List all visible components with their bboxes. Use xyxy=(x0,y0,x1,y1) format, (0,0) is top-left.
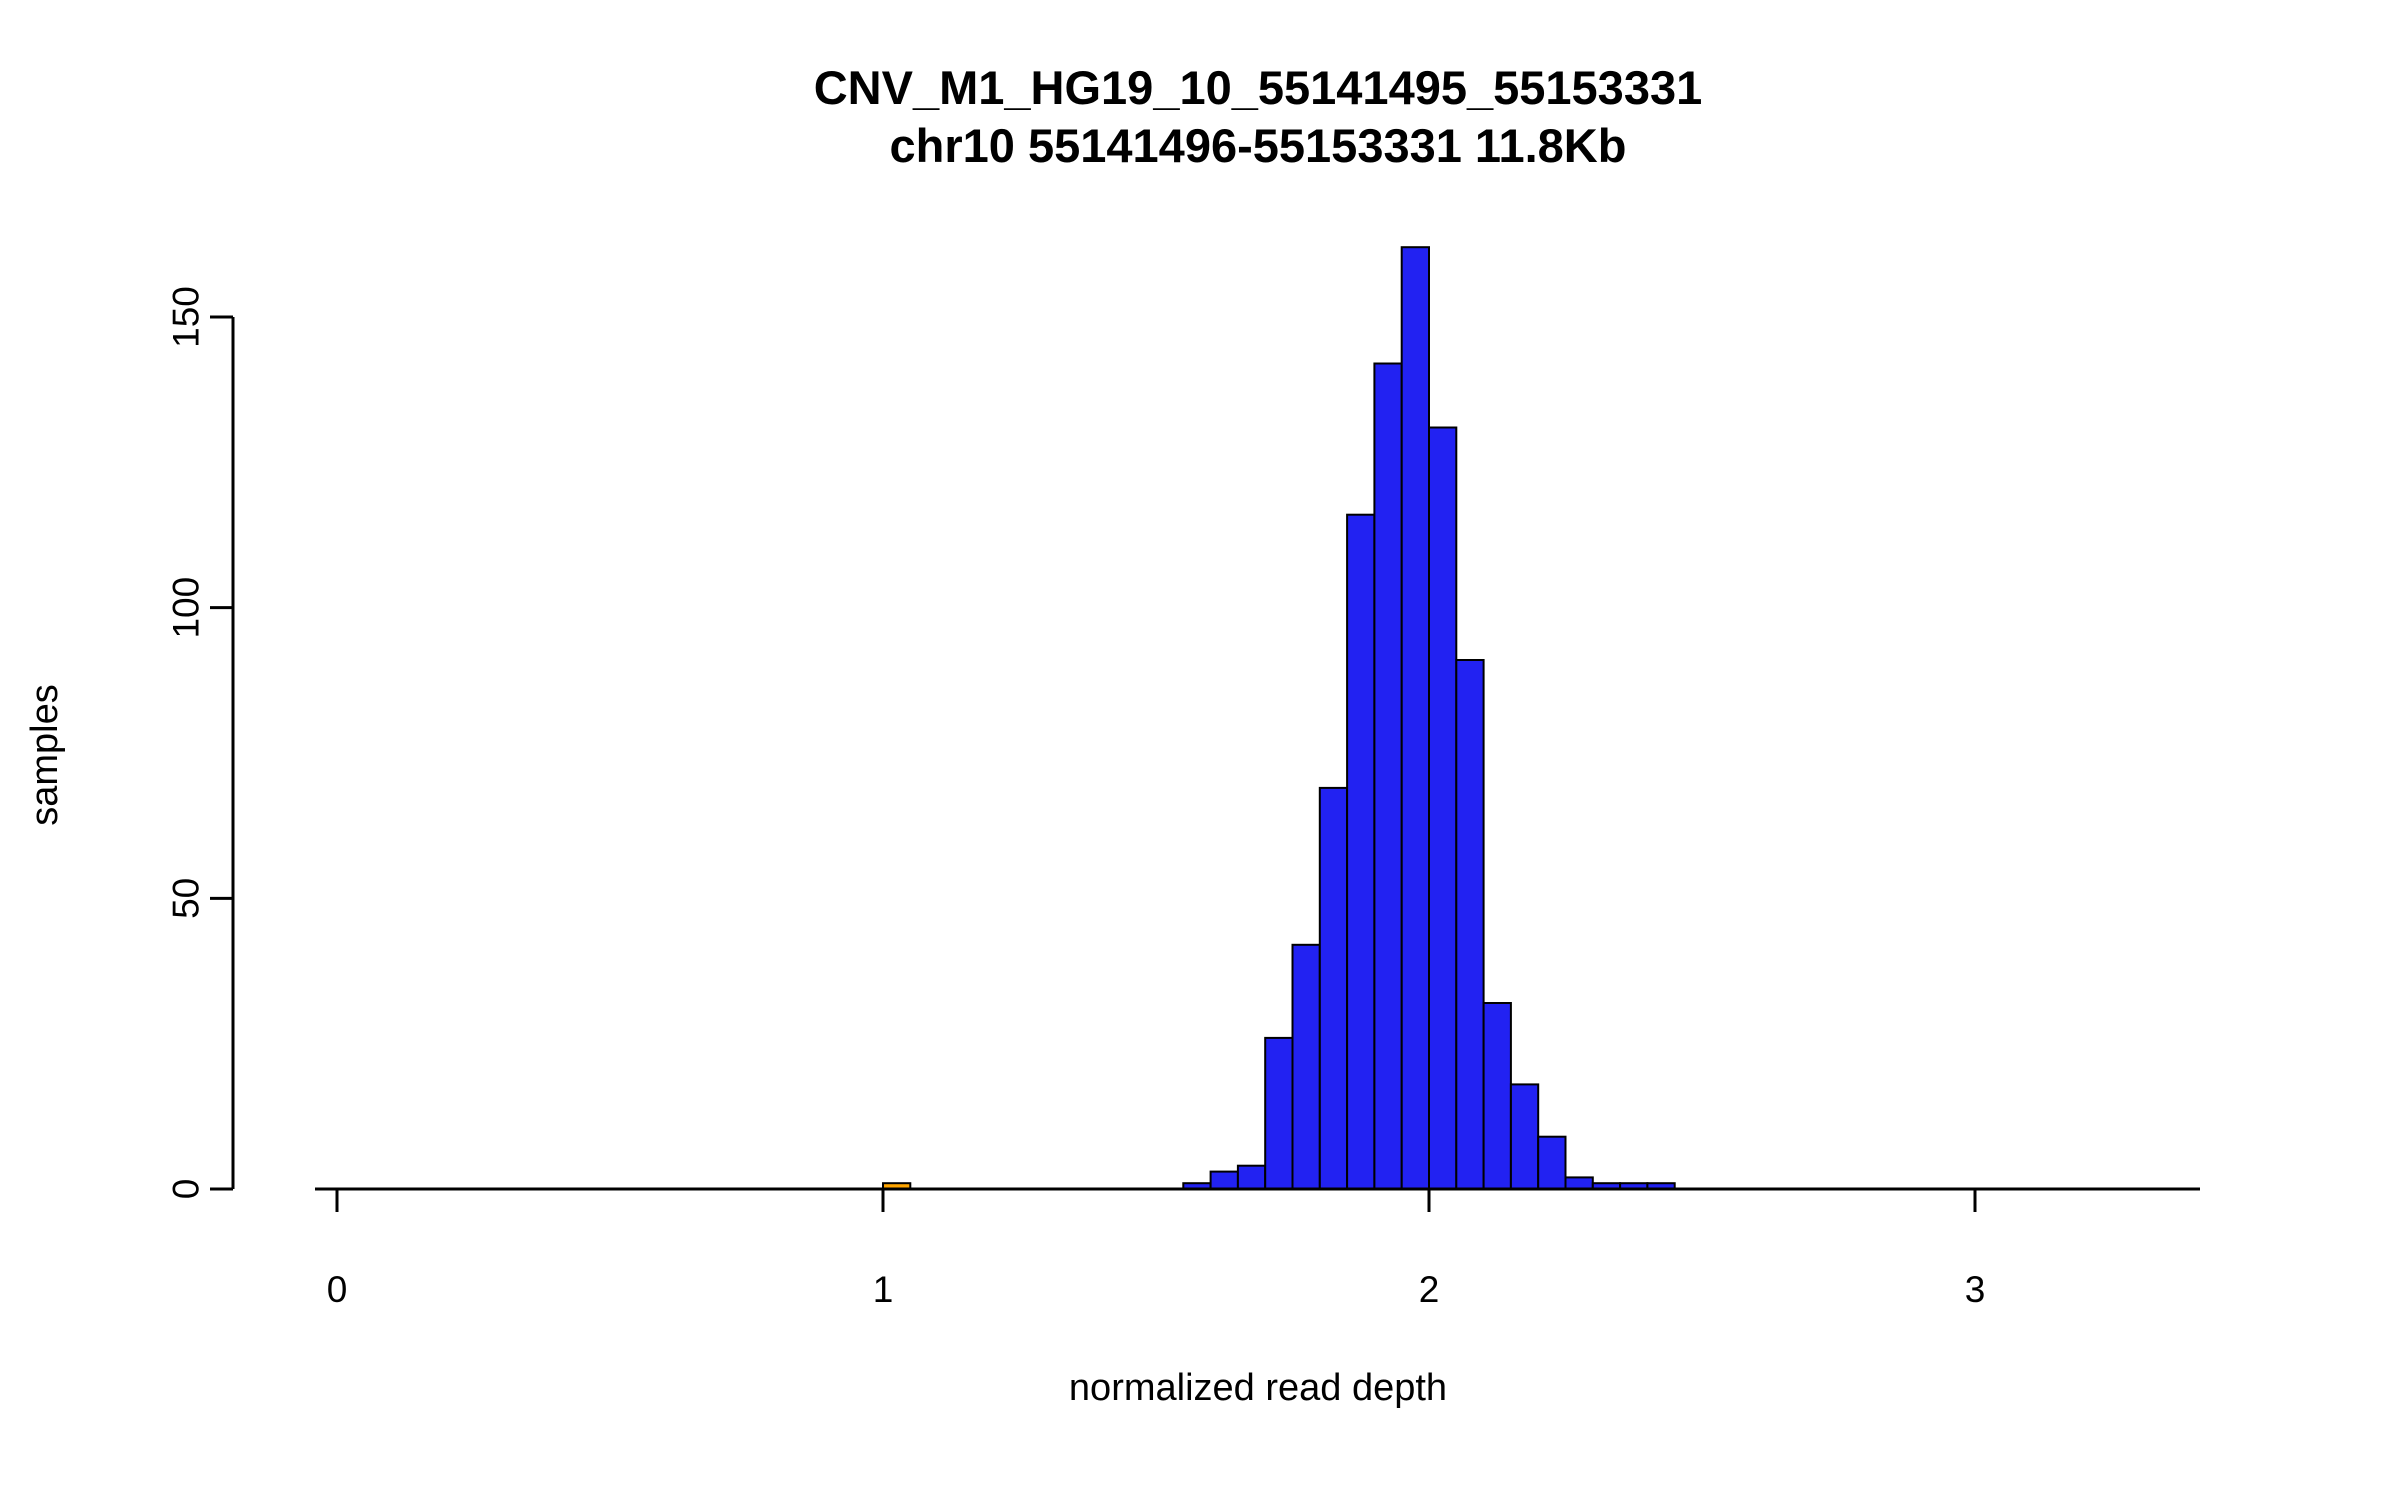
y-axis-label: samples xyxy=(24,684,66,826)
chart-title: CNV_M1_HG19_10_55141495_55153331 xyxy=(814,61,1703,114)
histogram-bar-samples xyxy=(1482,1002,1512,1190)
histogram-bar-samples xyxy=(1264,1036,1294,1191)
histogram-bar-samples xyxy=(1400,246,1430,1190)
x-tick-label: 1 xyxy=(873,1269,894,1310)
bars-layer xyxy=(882,246,1676,1191)
histogram-bar-samples xyxy=(1537,1135,1567,1190)
x-axis-label: normalized read depth xyxy=(1069,1367,1447,1409)
y-tick-label: 50 xyxy=(166,878,207,919)
x-tick-label: 0 xyxy=(327,1269,348,1310)
y-tick-label: 100 xyxy=(166,577,207,639)
histogram-bar-samples xyxy=(1428,426,1458,1190)
histogram-bar-samples xyxy=(1509,1083,1540,1191)
histogram-bar-samples xyxy=(1564,1176,1594,1191)
histogram-bar-samples xyxy=(1346,513,1376,1190)
x-tick-label: 3 xyxy=(1965,1269,1986,1310)
x-tick-label: 2 xyxy=(1419,1269,1440,1310)
chart-subtitle: chr10 55141496-55153331 11.8Kb xyxy=(890,119,1627,172)
histogram-bar-samples xyxy=(1318,786,1349,1191)
y-tick-label: 150 xyxy=(166,286,207,348)
y-tick-label: 0 xyxy=(166,1179,207,1200)
histogram-bar-samples xyxy=(1209,1170,1239,1190)
histogram-bar-samples xyxy=(1373,362,1403,1190)
histogram-bar-samples xyxy=(1236,1164,1267,1190)
axes-layer: 0 1 2 3 0 50 100 150 xyxy=(166,286,2200,1310)
histogram-bar-samples xyxy=(1291,943,1321,1190)
histogram-bar-samples xyxy=(1455,659,1485,1190)
